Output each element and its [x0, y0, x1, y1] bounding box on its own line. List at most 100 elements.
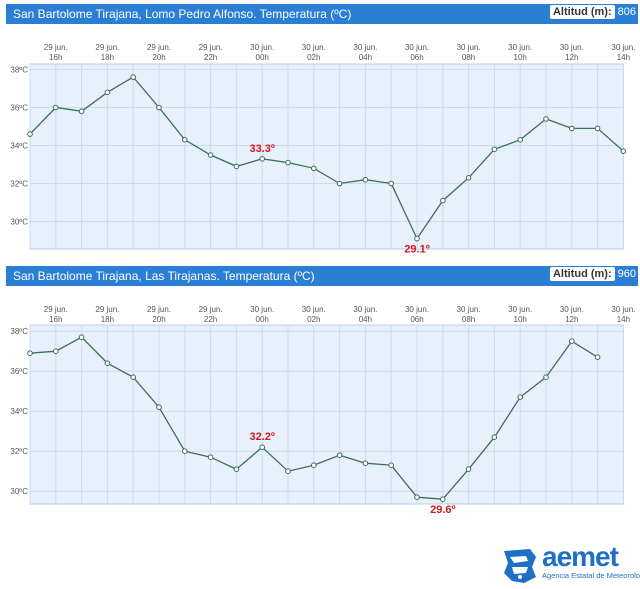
data-point [362, 176, 369, 183]
x-tick-hour-label: 12h [565, 53, 578, 62]
data-point [130, 374, 136, 380]
data-point [336, 452, 343, 458]
x-tick-day-label: 30 jun. [405, 305, 429, 314]
data-point [259, 444, 266, 450]
data-point [543, 374, 549, 380]
data-point [517, 394, 524, 400]
data-point [362, 460, 369, 466]
x-tick-hour-label: 04h [359, 53, 372, 62]
data-point [569, 125, 575, 132]
y-tick-label: 32ºC [10, 447, 28, 456]
data-point [465, 466, 472, 472]
y-tick-label: 38ºC [10, 66, 28, 75]
x-tick-hour-label: 16h [49, 315, 62, 324]
x-tick-hour-label: 14h [617, 315, 630, 324]
x-tick-hour-label: 04h [359, 315, 372, 324]
data-point [311, 462, 317, 468]
data-point [259, 156, 266, 162]
x-tick-hour-label: 16h [49, 53, 62, 62]
x-tick-hour-label: 02h [307, 315, 320, 324]
aemet-logo: aemet Agencia Estatal de Meteorología [500, 541, 640, 585]
data-point [440, 197, 446, 204]
chart-1-altitude: Altitud (m): 806 [549, 5, 636, 21]
logo-wordmark: aemet [542, 541, 619, 572]
data-point [53, 348, 59, 355]
x-tick-hour-label: 14h [617, 53, 630, 62]
altitude-value: 806 [617, 6, 636, 18]
x-tick-hour-label: 00h [256, 315, 269, 324]
x-tick-hour-label: 20h [152, 53, 165, 62]
x-tick-day-label: 30 jun. [457, 305, 481, 314]
data-label: 33.3º [249, 143, 274, 155]
aemet-emblem-icon [504, 549, 536, 583]
data-point [182, 448, 188, 454]
data-point [594, 354, 601, 360]
data-point [182, 137, 188, 143]
y-tick-label: 30ºC [10, 218, 28, 227]
data-point [27, 131, 33, 137]
data-point [104, 360, 111, 366]
data-point [27, 350, 33, 357]
plot-area [29, 324, 624, 505]
data-point [78, 108, 85, 115]
data-point [543, 116, 549, 122]
chart-1-header: San Bartolome Tirajana, Lomo Pedro Alfon… [6, 4, 638, 24]
x-tick-day-label: 30 jun. [353, 43, 377, 52]
data-point [465, 175, 472, 181]
logo-subtitle: Agencia Estatal de Meteorología [542, 571, 640, 580]
data-point [491, 434, 498, 440]
x-tick-day-label: 30 jun. [508, 305, 532, 314]
chart-2-title: San Bartolome Tirajana, Las Tirajanas. T… [13, 269, 315, 283]
data-point [336, 180, 343, 187]
data-point [414, 494, 420, 500]
x-tick-day-label: 29 jun. [95, 43, 119, 52]
data-point [207, 454, 214, 460]
x-tick-day-label: 30 jun. [250, 305, 274, 314]
x-tick-hour-label: 10h [514, 53, 527, 62]
data-label: 32.2º [249, 431, 274, 443]
y-tick-label: 34ºC [10, 142, 28, 151]
x-tick-hour-label: 06h [410, 53, 423, 62]
x-tick-day-label: 30 jun. [560, 305, 584, 314]
data-point [156, 404, 162, 410]
altitude-label: Altitud (m): [549, 267, 615, 281]
chart-2-header: San Bartolome Tirajana, Las Tirajanas. T… [6, 266, 638, 286]
data-point [285, 468, 291, 474]
x-tick-hour-label: 20h [152, 315, 165, 324]
x-tick-day-label: 30 jun. [508, 43, 532, 52]
x-tick-day-label: 30 jun. [611, 305, 635, 314]
x-tick-day-label: 29 jun. [44, 43, 68, 52]
data-point [440, 496, 446, 502]
x-tick-day-label: 30 jun. [353, 305, 377, 314]
x-tick-day-label: 30 jun. [302, 43, 326, 52]
x-tick-hour-label: 22h [204, 53, 217, 62]
x-tick-hour-label: 02h [307, 53, 320, 62]
y-tick-label: 34ºC [10, 407, 28, 416]
altitude-label: Altitud (m): [549, 5, 615, 19]
x-tick-day-label: 29 jun. [147, 305, 171, 314]
chart-2-altitude: Altitud (m): 960 [549, 267, 636, 283]
data-point [78, 334, 85, 341]
x-tick-hour-label: 00h [256, 53, 269, 62]
x-tick-hour-label: 10h [514, 315, 527, 324]
data-point [130, 74, 136, 80]
data-label: 29.6º [430, 504, 455, 515]
data-point [491, 146, 498, 153]
data-point [311, 165, 317, 172]
data-point [104, 89, 111, 96]
data-point [620, 148, 627, 154]
data-label: 29.1º [404, 244, 429, 256]
y-tick-label: 36ºC [10, 104, 28, 113]
x-tick-day-label: 29 jun. [44, 305, 68, 314]
x-tick-day-label: 29 jun. [147, 43, 171, 52]
x-tick-hour-label: 12h [565, 315, 578, 324]
x-tick-hour-label: 08h [462, 53, 475, 62]
plot-area [29, 63, 624, 250]
data-point [233, 466, 240, 472]
x-tick-hour-label: 22h [204, 315, 217, 324]
y-tick-label: 30ºC [10, 487, 28, 496]
data-point [517, 137, 524, 143]
x-tick-day-label: 30 jun. [457, 43, 481, 52]
